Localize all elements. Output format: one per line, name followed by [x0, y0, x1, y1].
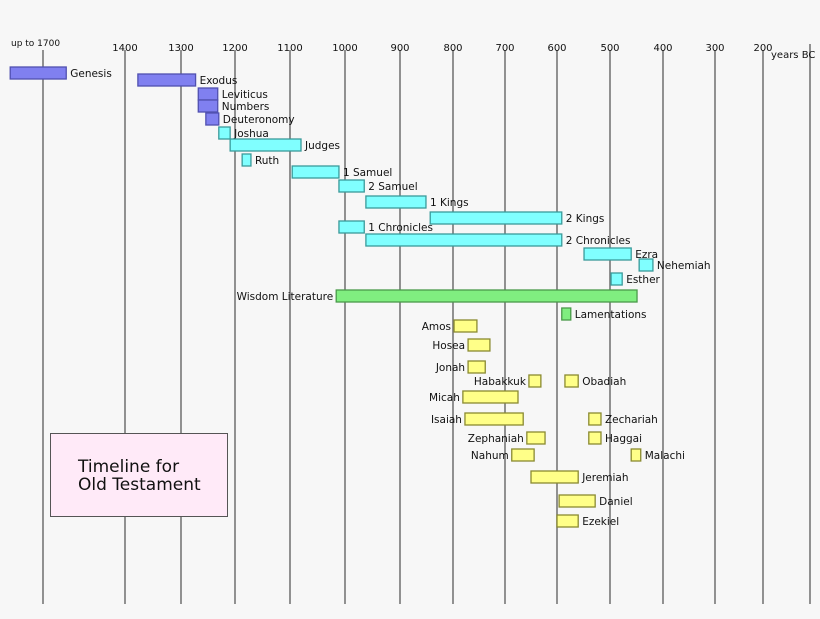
- bar-habakkuk: [528, 374, 542, 388]
- bar-2-samuel: [338, 179, 365, 193]
- bar-malachi: [630, 448, 642, 462]
- label-ezra: Ezra: [635, 249, 658, 261]
- label-1-chronicles: 1 Chronicles: [368, 222, 433, 234]
- bar-joshua: [218, 126, 231, 140]
- tick-label: 600: [547, 43, 566, 54]
- bar-1-chronicles: [338, 220, 365, 234]
- chart-title-box: Timeline for Old Testament: [50, 433, 228, 517]
- tick-label: 900: [390, 43, 409, 54]
- label-isaiah: Isaiah: [431, 414, 462, 426]
- label-amos: Amos: [422, 321, 451, 333]
- bar-1-kings: [365, 195, 427, 209]
- bar-genesis: [9, 66, 67, 80]
- label-wisdom-literature: Wisdom Literature: [237, 291, 334, 303]
- tick-label: 700: [495, 43, 514, 54]
- label-1-samuel: 1 Samuel: [343, 167, 392, 179]
- bar-jeremiah: [530, 470, 579, 484]
- label-leviticus: Leviticus: [222, 89, 268, 101]
- label-ruth: Ruth: [255, 155, 279, 167]
- bar-judges: [229, 138, 302, 152]
- label-2-kings: 2 Kings: [566, 213, 605, 225]
- bar-zephaniah: [526, 431, 546, 445]
- label-malachi: Malachi: [645, 450, 685, 462]
- tick-label: 1300: [168, 43, 193, 54]
- bar-daniel: [558, 494, 596, 508]
- bar-leviticus: [197, 87, 219, 101]
- bar-lamentations: [561, 307, 572, 321]
- bar-exodus: [137, 73, 197, 87]
- bar-nehemiah: [638, 258, 654, 272]
- bar-2-kings: [429, 211, 563, 225]
- label-esther: Esther: [626, 274, 660, 286]
- tick-label: 1000: [332, 43, 357, 54]
- bar-nahum: [511, 448, 535, 462]
- label-lamentations: Lamentations: [575, 309, 647, 321]
- label-exodus: Exodus: [200, 75, 238, 87]
- tick-label: 500: [600, 43, 619, 54]
- bar-1-samuel: [291, 165, 340, 179]
- label-joshua: Joshua: [233, 128, 269, 140]
- label-2-samuel: 2 Samuel: [368, 181, 417, 193]
- bar-jonah: [467, 360, 486, 374]
- tick-label: 1200: [222, 43, 247, 54]
- label-judges: Judges: [304, 140, 340, 152]
- bar-zechariah: [588, 412, 602, 426]
- bar-2-chronicles: [365, 233, 563, 247]
- label-genesis: Genesis: [70, 68, 112, 80]
- label-jeremiah: Jeremiah: [581, 472, 628, 484]
- tick-label-up-to-1700: up to 1700: [10, 39, 62, 49]
- bar-numbers: [197, 99, 219, 113]
- bar-micah: [462, 390, 519, 404]
- label-zechariah: Zechariah: [605, 414, 658, 426]
- bar-ruth: [241, 153, 252, 167]
- label-habakkuk: Habakkuk: [474, 376, 527, 388]
- tick-label: 1100: [277, 43, 302, 54]
- bar-esther: [610, 272, 623, 286]
- bar-isaiah: [464, 412, 524, 426]
- label-numbers: Numbers: [222, 101, 270, 113]
- tick-label: 200: [753, 43, 772, 54]
- label-1-kings: 1 Kings: [430, 197, 469, 209]
- bar-deuteronomy: [205, 112, 220, 126]
- label-nehemiah: Nehemiah: [657, 260, 711, 272]
- tick-label: 800: [443, 43, 462, 54]
- label-deuteronomy: Deuteronomy: [223, 114, 295, 126]
- tick-label: 400: [653, 43, 672, 54]
- label-2-chronicles: 2 Chronicles: [566, 235, 631, 247]
- bar-haggai: [588, 431, 602, 445]
- bar-obadiah: [564, 374, 579, 388]
- label-micah: Micah: [429, 392, 460, 404]
- tick-label: 1400: [112, 43, 137, 54]
- bar-ezekiel: [556, 514, 579, 528]
- bar-ezra: [583, 247, 632, 261]
- tick-label: 300: [705, 43, 724, 54]
- bar-wisdom-literature: [335, 289, 638, 303]
- label-nahum: Nahum: [471, 450, 509, 462]
- label-haggai: Haggai: [605, 433, 642, 445]
- label-zephaniah: Zephaniah: [468, 433, 524, 445]
- chart-title: Timeline for Old Testament: [78, 457, 201, 495]
- label-ezekiel: Ezekiel: [582, 516, 619, 528]
- bar-hosea: [467, 338, 491, 352]
- label-hosea: Hosea: [432, 340, 465, 352]
- label-daniel: Daniel: [599, 496, 632, 508]
- bar-amos: [453, 319, 478, 333]
- x-unit-label: years BC: [771, 50, 815, 61]
- label-jonah: Jonah: [435, 362, 465, 374]
- label-obadiah: Obadiah: [582, 376, 626, 388]
